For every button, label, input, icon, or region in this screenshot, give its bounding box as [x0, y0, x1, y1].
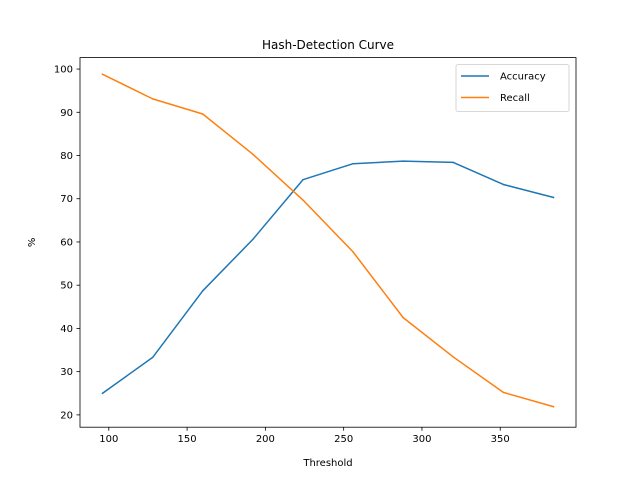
- x-axis-label: Threshold: [302, 458, 352, 469]
- x-tick-label: 250: [334, 434, 353, 445]
- y-tick-label: 100: [54, 65, 73, 76]
- data-point-recall: [151, 98, 154, 100]
- data-point-recall: [352, 251, 354, 253]
- x-tick-label: 150: [178, 434, 197, 445]
- data-point-recall: [302, 199, 304, 201]
- y-tick-label: 90: [60, 108, 73, 119]
- plot-frame: [79, 57, 577, 428]
- series-layer: [101, 73, 555, 408]
- y-axis-label: %: [27, 238, 38, 248]
- chart-title: Hash-Detection Curve: [262, 38, 394, 52]
- legend-label-recall: Recall: [500, 93, 530, 104]
- data-point-recall: [552, 405, 555, 408]
- data-point-accuracy: [552, 196, 555, 199]
- data-point-recall: [252, 153, 254, 155]
- series-line-accuracy: [101, 160, 555, 395]
- data-point-accuracy: [201, 290, 204, 292]
- data-point-recall: [502, 391, 505, 394]
- legend-label-accuracy: Accuracy: [500, 72, 546, 83]
- data-point-recall: [201, 113, 204, 115]
- data-point-accuracy: [502, 183, 505, 186]
- series-line-recall: [101, 73, 555, 408]
- y-tick-label: 30: [60, 367, 73, 378]
- x-tick-label: 300: [412, 434, 431, 445]
- data-point-accuracy: [101, 392, 104, 395]
- x-tick-label: 100: [99, 434, 118, 445]
- y-tick-label: 80: [60, 151, 73, 162]
- data-point-accuracy: [151, 356, 154, 359]
- data-point-recall: [452, 356, 455, 358]
- legend: Accuracy Recall: [455, 64, 570, 112]
- y-tick-label: 20: [60, 410, 73, 421]
- x-tick-label: 200: [256, 434, 275, 445]
- y-tick-label: 50: [60, 281, 73, 292]
- data-point-accuracy: [302, 178, 304, 181]
- data-point-accuracy: [402, 160, 404, 162]
- data-point-accuracy: [352, 162, 354, 165]
- y-tick-label: 60: [60, 237, 73, 248]
- x-tick-label: 350: [491, 434, 510, 445]
- y-tick-label: 40: [60, 324, 73, 335]
- data-point-recall: [101, 73, 104, 75]
- data-point-accuracy: [252, 238, 254, 241]
- y-tick-label: 70: [60, 194, 73, 205]
- data-point-accuracy: [452, 161, 455, 164]
- data-point-recall: [402, 316, 404, 319]
- axes-layer: 100 150 200 250 300 350 20 30 40 50 60 70 80 90 100: [54, 65, 510, 446]
